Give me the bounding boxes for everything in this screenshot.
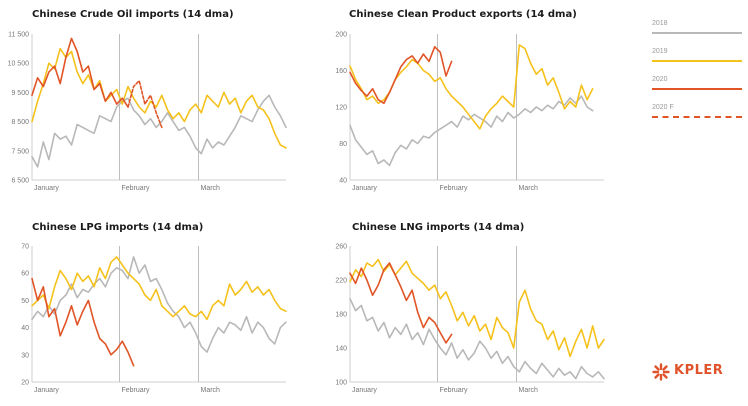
legend-swatch bbox=[652, 88, 742, 90]
y-tick-label: 160 bbox=[335, 68, 347, 75]
y-tick-label: 220 bbox=[335, 278, 347, 285]
legend-swatch bbox=[652, 32, 742, 34]
x-tick-label: February bbox=[121, 387, 150, 394]
series-line-2020 bbox=[31, 37, 129, 108]
legend-label: 2020 F bbox=[652, 104, 674, 111]
y-tick-label: 30 bbox=[21, 352, 29, 359]
y-tick-label: 140 bbox=[335, 346, 347, 353]
series-line-2020 bbox=[349, 262, 453, 344]
lpg-chart-title: Chinese LPG imports (14 dma) bbox=[32, 222, 204, 233]
x-tick-label: February bbox=[439, 387, 468, 394]
legend-swatch bbox=[652, 116, 742, 118]
y-tick-label: 120 bbox=[335, 105, 347, 112]
legend: 2018 2019 2020 2020 F bbox=[650, 18, 746, 130]
series-line-2018 bbox=[349, 297, 605, 380]
y-tick-label: 6 500 bbox=[11, 178, 29, 185]
series-line-2020 bbox=[31, 277, 135, 367]
x-tick-label: February bbox=[121, 185, 150, 192]
series-line-2020-f bbox=[127, 79, 163, 129]
y-tick-label: 100 bbox=[335, 380, 347, 387]
series-line-2018 bbox=[31, 256, 287, 353]
lng-chart: 100 140 180 220 260 January February March bbox=[335, 244, 605, 394]
legend-item-2019: 2019 bbox=[650, 46, 746, 74]
x-tick-label: March bbox=[201, 387, 221, 394]
legend-label: 2020 bbox=[652, 76, 668, 83]
y-tick-label: 260 bbox=[335, 244, 347, 251]
crude-oil-chart: 6 500 7 500 8 500 9 500 10 500 11 500 January F… bbox=[8, 32, 287, 192]
y-tick-label: 180 bbox=[335, 312, 347, 319]
clean-product-chart: 40 80 120 160 200 January February March bbox=[335, 32, 604, 192]
y-tick-label: 40 bbox=[21, 325, 29, 332]
kpler-logo-icon bbox=[652, 363, 670, 381]
series-line-2018 bbox=[349, 95, 594, 167]
x-tick-label: January bbox=[352, 387, 377, 394]
y-tick-label: 60 bbox=[21, 271, 29, 278]
series-line-2019 bbox=[349, 258, 605, 358]
x-tick-label: March bbox=[201, 185, 221, 192]
legend-label: 2018 bbox=[652, 20, 668, 27]
x-tick-label: January bbox=[34, 387, 59, 394]
legend-item-2020: 2020 bbox=[650, 74, 746, 102]
y-tick-label: 8 500 bbox=[11, 119, 29, 126]
y-tick-label: 9 500 bbox=[11, 90, 29, 97]
y-tick-label: 11 500 bbox=[8, 32, 29, 39]
series-line-2019 bbox=[31, 256, 287, 321]
y-tick-label: 40 bbox=[339, 178, 347, 185]
x-tick-label: February bbox=[439, 185, 468, 192]
y-tick-label: 10 500 bbox=[8, 61, 30, 68]
y-tick-label: 200 bbox=[335, 32, 347, 39]
legend-item-2020-forecast: 2020 F bbox=[650, 102, 746, 130]
x-tick-label: January bbox=[34, 185, 59, 192]
x-tick-label: March bbox=[519, 185, 539, 192]
lpg-chart: 20 30 40 50 60 70 January February March bbox=[21, 244, 287, 394]
lng-chart-title: Chinese LNG imports (14 dma) bbox=[352, 222, 525, 233]
kpler-logo: KPLER bbox=[652, 360, 746, 384]
y-tick-label: 7 500 bbox=[11, 148, 29, 155]
series-line-2018 bbox=[31, 94, 287, 168]
x-tick-label: March bbox=[519, 387, 539, 394]
y-tick-label: 70 bbox=[21, 244, 29, 251]
y-tick-label: 50 bbox=[21, 298, 29, 305]
legend-label: 2019 bbox=[652, 48, 668, 55]
crude-chart-title: Chinese Crude Oil imports (14 dma) bbox=[32, 9, 234, 20]
y-tick-label: 80 bbox=[339, 141, 347, 148]
legend-swatch bbox=[652, 60, 742, 62]
x-tick-label: January bbox=[352, 185, 377, 192]
legend-item-2018: 2018 bbox=[650, 18, 746, 46]
kpler-logo-text: KPLER bbox=[674, 363, 724, 378]
series-line-2019 bbox=[31, 47, 287, 149]
y-tick-label: 20 bbox=[21, 380, 29, 387]
series-line-2020 bbox=[349, 45, 453, 105]
clean-product-chart-title: Chinese Clean Product exports (14 dma) bbox=[349, 9, 577, 20]
